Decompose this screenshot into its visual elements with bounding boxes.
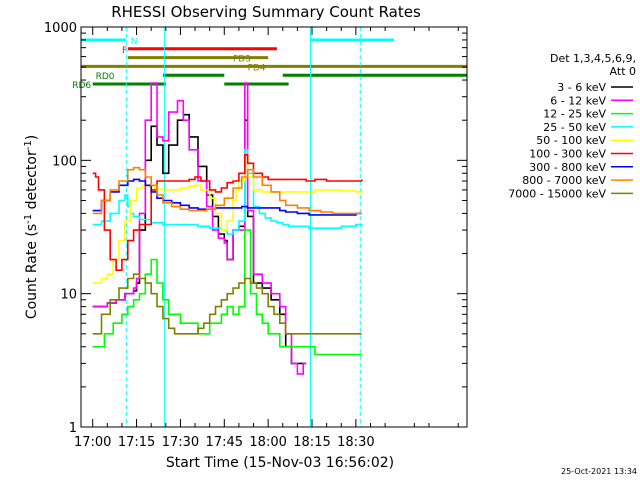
flag-label-fd4: FD4	[248, 63, 266, 73]
series-300-800-kev	[92, 178, 362, 216]
legend-label: 100 - 300 keV	[529, 148, 606, 161]
x-tick-label: 18:30	[337, 435, 374, 450]
legend-label: 12 - 25 keV	[543, 108, 606, 121]
x-tick-label: 17:15	[118, 435, 155, 450]
y-axis-label: Count Rate (s-1 detector-1)	[23, 135, 40, 319]
legend-label: 3 - 6 keV	[557, 81, 606, 94]
chart-title: RHESSI Observing Summary Count Rates	[111, 3, 421, 21]
series-800-7000-kev	[92, 166, 362, 215]
x-axis-label: Start Time (15-Nov-03 16:56:02)	[166, 455, 394, 471]
series-7000-15000-kev	[92, 273, 362, 335]
legend-header: Det 1,3,4,5,6,9,	[550, 52, 636, 65]
x-tick-label: 17:45	[206, 435, 243, 450]
flag-label-n: N	[131, 37, 138, 47]
data-gap-lines	[125, 27, 361, 427]
series-100-300-kev	[92, 154, 363, 271]
legend-label: 25 - 50 keV	[543, 121, 606, 134]
y-tick-label: 1000	[44, 21, 77, 36]
y-tick-label: 100	[52, 154, 77, 169]
series-25-50-kev	[92, 149, 363, 235]
flag-label-rd6: RD6	[72, 81, 91, 91]
legend-header: Att 0	[610, 65, 636, 78]
flag-label-f: F	[122, 46, 127, 56]
y-tick-label: 1	[69, 421, 77, 436]
x-tick-label: 17:30	[162, 435, 199, 450]
flag-label-rd0: RD0	[96, 72, 115, 82]
x-tick-label: 18:15	[293, 435, 330, 450]
legend-label: 800 - 7000 keV	[522, 174, 606, 187]
x-tick-label: 18:00	[249, 435, 286, 450]
x-tick-label: 17:00	[74, 435, 111, 450]
axis-ticks: 17:00 17:15 17:30 17:45 18:00 18:15 18:30 1 10 10…	[44, 21, 467, 450]
series-12-25-kev	[92, 229, 362, 356]
y-tick-label: 10	[60, 288, 77, 303]
series-6-12-kev	[92, 82, 307, 375]
legend-label: 300 - 800 keV	[529, 161, 606, 174]
series-group	[92, 82, 363, 375]
plot-frame	[80, 26, 468, 428]
flag-label-fd3: FD3	[233, 55, 251, 65]
legend-label: 6 - 12 keV	[550, 94, 606, 107]
legend-label: 50 - 100 keV	[536, 134, 606, 147]
timestamp: 25-Oct-2021 13:34	[561, 467, 637, 476]
legend-label: 7000 - 15000 keV	[508, 187, 606, 200]
